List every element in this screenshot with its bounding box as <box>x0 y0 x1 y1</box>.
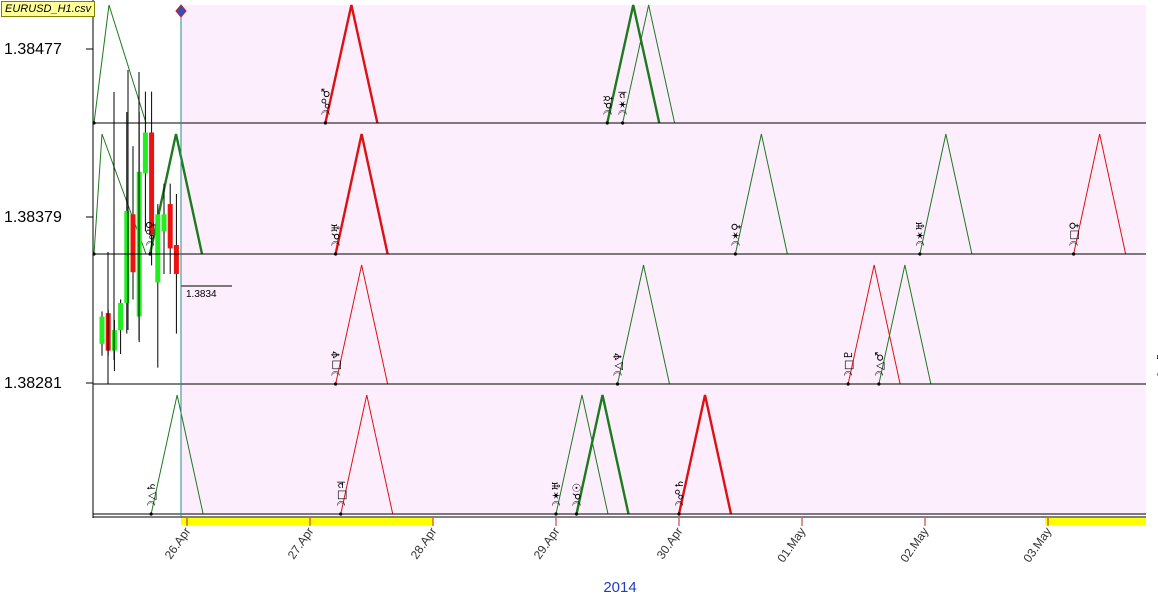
aspect-line <box>555 394 609 515</box>
timeline-bar <box>181 518 433 525</box>
aspect-line <box>93 4 147 124</box>
x-tick-label: 01.May <box>774 525 808 565</box>
candle-body <box>99 316 105 344</box>
candle-body <box>161 214 167 232</box>
candle-body <box>118 302 124 331</box>
aspect-label: ☽☍♀ <box>144 221 157 250</box>
aspect-label: ☽☍♄ <box>673 479 686 510</box>
aspect-lines-layer <box>92 4 1127 516</box>
aspect-line <box>878 264 932 385</box>
aspect-label: ☽✶♀ <box>729 223 742 250</box>
candle-body <box>149 132 155 235</box>
cursor-marker <box>175 4 187 18</box>
aspect-label: ☽△♇ <box>1155 352 1158 380</box>
candle-body <box>167 204 173 249</box>
aspect-line <box>606 4 661 124</box>
aspect-line <box>324 4 379 124</box>
y-tick-label: 1.38379 <box>4 209 62 226</box>
frame-layer <box>86 0 1146 526</box>
x-tick-label: 26.Apr <box>162 525 194 562</box>
aspect-line <box>734 133 788 255</box>
aspect-line <box>340 394 394 515</box>
x-tick-label: 29.Apr <box>531 525 563 562</box>
x-tick-label: 02.May <box>897 525 931 565</box>
aspect-line <box>677 394 733 515</box>
aspect-label: ☽□♀ <box>1068 222 1081 250</box>
candle-body <box>142 132 148 174</box>
aspect-label: ☽□♆ <box>330 350 343 380</box>
x-tick-label: 28.Apr <box>408 525 440 562</box>
aspect-label: ☽☍♂ <box>319 88 332 119</box>
aspect-label: ☽✶♅ <box>914 221 927 250</box>
aspect-label: ☽△♆ <box>612 352 625 380</box>
aspect-label: ☽□♇ <box>842 350 855 380</box>
aspect-line <box>847 264 901 385</box>
aspect-line <box>150 394 204 515</box>
aspect-line <box>617 264 670 385</box>
x-tick-label: 27.Apr <box>285 525 317 562</box>
candles-layer <box>99 70 179 384</box>
y-tick-label: 1.38281 <box>4 375 62 392</box>
year-label: 2014 <box>603 579 636 596</box>
aspect-label: ☽□♃ <box>335 480 348 510</box>
candle-body <box>173 244 179 274</box>
aspect-line <box>93 133 147 255</box>
timeline-bar <box>1045 518 1146 525</box>
aspect-label: ☽☌☿ <box>601 95 614 119</box>
aspect-line <box>575 394 630 515</box>
aspect-line <box>1073 133 1127 255</box>
candle-body <box>155 214 161 283</box>
aspect-line <box>919 133 973 255</box>
aspect-label: ☽△♄ <box>145 482 158 510</box>
aspect-line <box>335 264 389 385</box>
candle-body <box>130 214 136 273</box>
aspect-label: ☽✶♅ <box>550 481 563 510</box>
x-tick-label: 30.Apr <box>654 525 686 562</box>
x-tick-label: 03.May <box>1020 525 1054 565</box>
aspect-label: ☽✶♃ <box>617 90 630 119</box>
aspect-line <box>148 133 204 255</box>
candle-body <box>124 210 130 303</box>
file-label: EURUSD_H1.csv <box>1 1 96 17</box>
aspect-line <box>622 4 676 124</box>
y-tick-label: 1.38477 <box>4 41 62 58</box>
aspect-label: ☽☌☉ <box>571 483 584 510</box>
aspect-line <box>334 133 389 255</box>
aspect-label: ☽☌♅ <box>330 223 343 250</box>
chart-background-band <box>181 5 1146 515</box>
price-tag: 1.3834 <box>186 289 217 300</box>
aspect-label: ☽△♂ <box>873 352 886 380</box>
